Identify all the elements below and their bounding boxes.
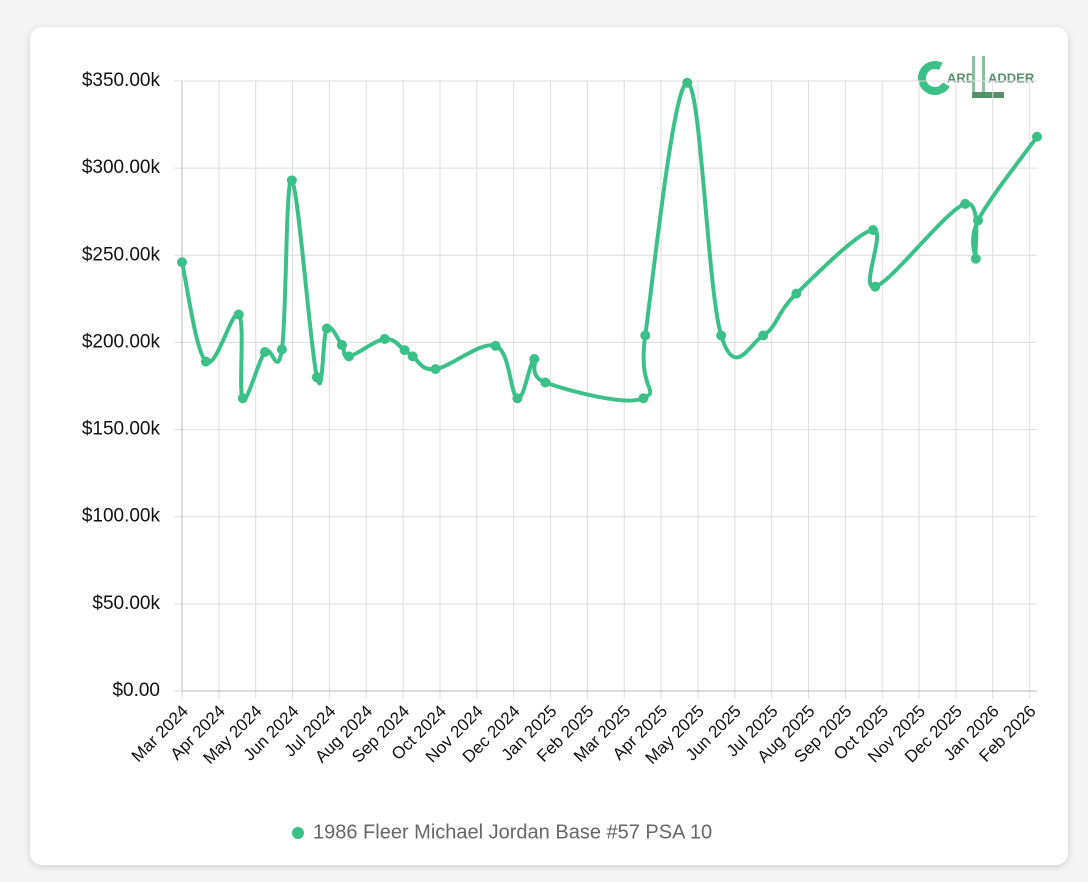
data-point (638, 393, 649, 404)
logo-c (918, 61, 952, 95)
y-tick-label: $250.00k (82, 244, 161, 265)
data-point (970, 253, 981, 264)
data-point (540, 377, 551, 388)
data-point (321, 323, 332, 334)
data-point (343, 351, 354, 362)
series-line (180, 80, 1039, 403)
data-point (640, 330, 651, 341)
data-point (399, 345, 410, 356)
y-tick-label: $300.00k (82, 157, 161, 178)
y-tick-label: $100.00k (82, 506, 161, 527)
data-point (286, 175, 297, 186)
logo-ladder (982, 56, 985, 98)
data-point (233, 309, 244, 320)
y-tick-label: $350.00k (82, 70, 161, 91)
data-point (529, 353, 540, 364)
data-point (716, 330, 727, 341)
data-point (379, 333, 390, 344)
logo-text: ADDER (988, 70, 1035, 85)
data-point (870, 281, 881, 292)
data-point (430, 364, 441, 375)
data-point (336, 340, 347, 351)
y-tick-label: $50.00k (92, 593, 160, 614)
data-point (177, 257, 187, 268)
data-point (791, 288, 802, 299)
logo-l (972, 92, 1004, 98)
data-point (512, 393, 523, 404)
data-point (237, 393, 248, 404)
logo: ARD ADDER (918, 56, 1035, 98)
data-point (868, 225, 879, 236)
data-point (973, 215, 984, 226)
data-point (407, 351, 418, 362)
data-point (758, 330, 769, 341)
y-tick-label: $150.00k (82, 419, 161, 440)
legend-label: 1986 Fleer Michael Jordan Base #57 PSA 1… (313, 821, 712, 843)
data-point (276, 344, 287, 355)
data-point (311, 372, 322, 383)
y-tick-label: $200.00k (82, 331, 161, 352)
data-point (960, 198, 971, 209)
chart-card (30, 27, 1068, 865)
data-point (200, 356, 211, 367)
data-point (1032, 131, 1042, 142)
logo-ladder (972, 56, 975, 98)
data-point (682, 77, 693, 88)
data-point (259, 347, 270, 358)
data-point (490, 340, 501, 351)
y-tick-label: $0.00 (112, 680, 160, 701)
logo-text: ARD (947, 70, 975, 85)
legend-marker (292, 827, 304, 839)
